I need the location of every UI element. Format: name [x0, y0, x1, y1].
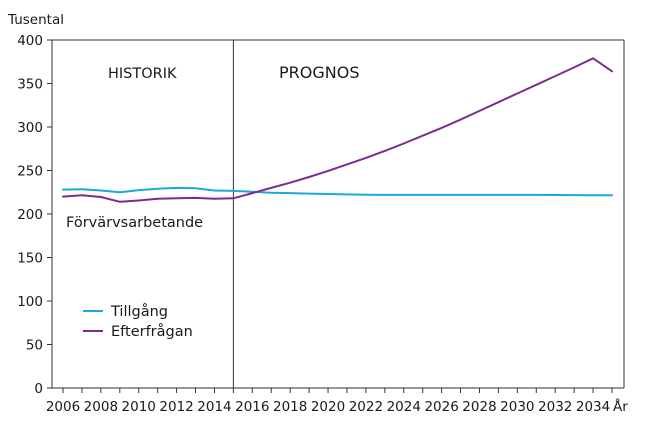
x-tick-label: 2032 — [538, 399, 572, 415]
y-tick-label: 100 — [17, 294, 43, 310]
x-tick-label: 2034 — [576, 399, 610, 415]
legend: Tillgång Efterfrågan — [83, 303, 193, 340]
y-tick-label: 200 — [17, 207, 43, 223]
y-tick-label: 250 — [17, 164, 43, 180]
x-tick-label: 2026 — [424, 399, 458, 415]
x-tick-label: 2008 — [84, 399, 118, 415]
y-tick-label: 300 — [17, 120, 43, 136]
x-tick-label: 2018 — [273, 399, 307, 415]
y-tick-label: 400 — [17, 33, 43, 49]
x-tick-label: 2030 — [500, 399, 534, 415]
x-tick-label: 2020 — [311, 399, 345, 415]
y-tick-label: 350 — [17, 77, 43, 93]
x-axis-title: År — [613, 398, 628, 415]
y-tick-label: 0 — [34, 381, 43, 397]
legend-label-efterfragan: Efterfrågan — [111, 323, 193, 340]
x-tick-label: 2010 — [122, 399, 156, 415]
forvarvsarbetande-label: Förvärvsarbetande — [66, 215, 203, 231]
series-line-1 — [62, 57, 613, 203]
series-line-0 — [62, 186, 613, 197]
prognos-label: PROGNOS — [279, 63, 359, 82]
x-tick-label: 2022 — [349, 399, 383, 415]
x-tick-label: 2014 — [197, 399, 231, 415]
historik-label: HISTORIK — [108, 66, 177, 82]
legend-label-tillgang: Tillgång — [110, 303, 168, 320]
x-ticks: 2006 2008 2010 2012 2014 2016 2018 2020 2022 2024… — [46, 388, 613, 415]
x-tick-label: 2016 — [235, 399, 269, 415]
x-tick-label: 2028 — [462, 399, 496, 415]
y-axis-title: Tusental — [7, 12, 64, 28]
y-tick-label: 150 — [17, 251, 43, 267]
y-ticks: 0 50 100 150 200 250 300 350 400 — [17, 33, 52, 397]
y-tick-label: 50 — [26, 338, 43, 354]
series-lines — [62, 57, 613, 203]
x-tick-label: 2012 — [159, 399, 193, 415]
x-tick-label: 2006 — [46, 399, 80, 415]
x-tick-label: 2024 — [387, 399, 421, 415]
